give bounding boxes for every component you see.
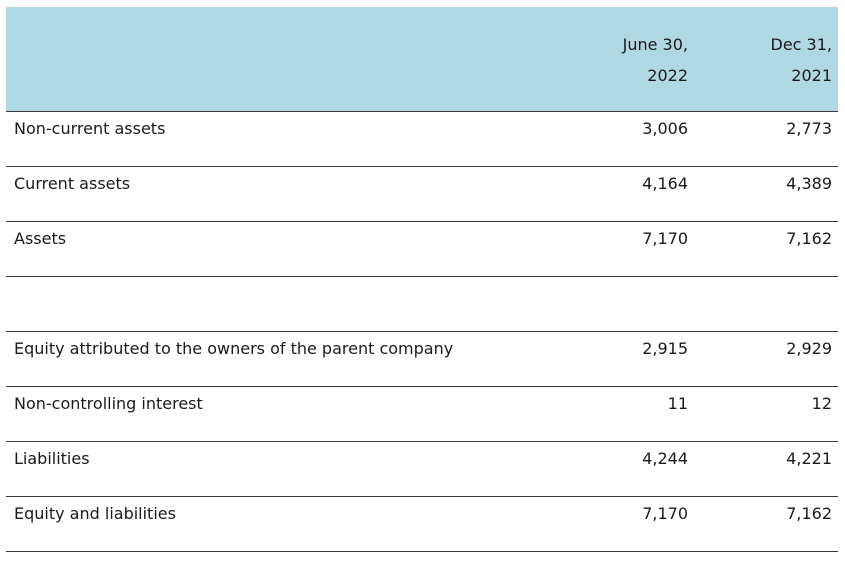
table-row-spacer bbox=[6, 277, 838, 332]
value-dec-2021: 4,389 bbox=[786, 174, 832, 193]
row-label: Non-controlling interest bbox=[14, 394, 203, 413]
value-june-2022: 4,164 bbox=[642, 174, 688, 193]
table-row: Current assets 4,164 4,389 bbox=[6, 167, 838, 222]
value-june-2022: 2,915 bbox=[642, 339, 688, 358]
table-row: Assets 7,170 7,162 bbox=[6, 222, 838, 277]
value-dec-2021: 7,162 bbox=[786, 229, 832, 248]
column-header-june-2022: June 30, 2022 bbox=[568, 29, 688, 91]
value-june-2022: 7,170 bbox=[642, 504, 688, 523]
value-june-2022: 11 bbox=[667, 394, 688, 413]
table-row: Non-current assets 3,006 2,773 bbox=[6, 112, 838, 167]
column-header-dec-2021: Dec 31, 2021 bbox=[712, 29, 833, 91]
row-label: Liabilities bbox=[14, 449, 90, 468]
row-label: Equity attributed to the owners of the p… bbox=[14, 339, 454, 358]
value-june-2022: 3,006 bbox=[642, 119, 688, 138]
balance-sheet-table: June 30, 2022 Dec 31, 2021 Non-current a… bbox=[6, 7, 838, 552]
value-dec-2021: 2,929 bbox=[786, 339, 832, 358]
column-header-line: 2022 bbox=[647, 66, 688, 85]
row-label: Current assets bbox=[14, 174, 131, 193]
value-dec-2021: 7,162 bbox=[786, 504, 832, 523]
row-label: Equity and liabilities bbox=[14, 504, 176, 523]
value-june-2022: 7,170 bbox=[642, 229, 688, 248]
table-row: Liabilities 4,244 4,221 bbox=[6, 442, 838, 497]
column-header-line: Dec 31, bbox=[770, 35, 833, 54]
table-row: Equity attributed to the owners of the p… bbox=[6, 332, 838, 387]
table-row: Equity and liabilities 7,170 7,162 bbox=[6, 497, 838, 552]
value-dec-2021: 2,773 bbox=[786, 119, 832, 138]
column-header-line: 2021 bbox=[791, 66, 832, 85]
row-label: Assets bbox=[14, 229, 67, 248]
value-dec-2021: 4,221 bbox=[786, 449, 832, 468]
column-header-line: June 30, bbox=[622, 35, 688, 54]
row-label: Non-current assets bbox=[14, 119, 166, 138]
table-row: Non-controlling interest 11 12 bbox=[6, 387, 838, 442]
table-header: June 30, 2022 Dec 31, 2021 bbox=[6, 7, 838, 112]
value-june-2022: 4,244 bbox=[642, 449, 688, 468]
value-dec-2021: 12 bbox=[811, 394, 832, 413]
